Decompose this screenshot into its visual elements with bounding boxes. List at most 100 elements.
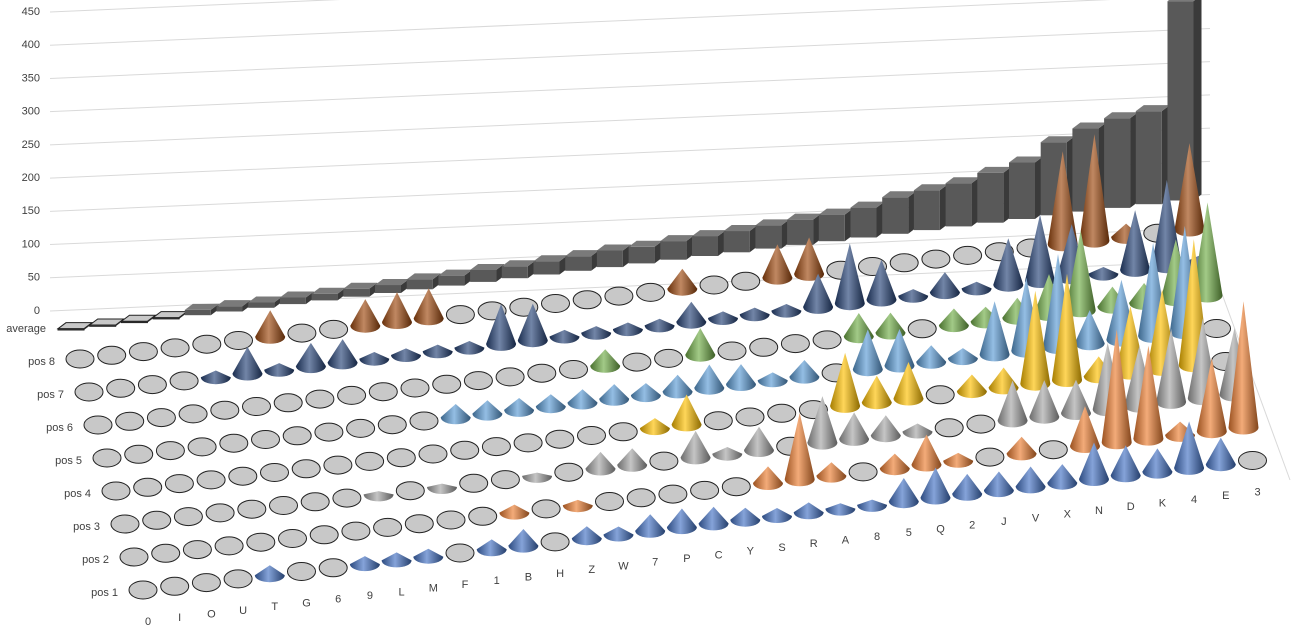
bar-top bbox=[1009, 156, 1043, 163]
cone-empty bbox=[889, 253, 919, 273]
cone-empty bbox=[223, 569, 253, 589]
grid-line bbox=[49, 27, 1211, 79]
cone bbox=[694, 364, 725, 395]
grid-line bbox=[49, 61, 1211, 113]
cone-empty bbox=[636, 282, 666, 302]
cone bbox=[522, 472, 553, 483]
cone-empty bbox=[554, 462, 584, 482]
cone-empty bbox=[246, 532, 276, 552]
cone-empty bbox=[608, 422, 638, 442]
cone bbox=[603, 526, 634, 542]
cone bbox=[744, 426, 774, 457]
cone bbox=[363, 491, 394, 502]
cone-empty bbox=[282, 426, 312, 446]
x-tick-label: Y bbox=[747, 546, 755, 558]
cone bbox=[295, 342, 326, 374]
cone bbox=[997, 380, 1028, 428]
cone bbox=[612, 322, 643, 337]
cone bbox=[486, 304, 517, 351]
cone bbox=[1006, 436, 1037, 461]
bar bbox=[248, 302, 275, 308]
cone bbox=[793, 502, 824, 520]
cone-empty bbox=[404, 514, 434, 534]
cone bbox=[680, 430, 711, 465]
bar bbox=[406, 279, 433, 290]
bar bbox=[818, 214, 845, 242]
bar-top bbox=[755, 219, 790, 226]
cone bbox=[666, 508, 697, 535]
cone-empty bbox=[368, 382, 398, 402]
cone bbox=[739, 307, 770, 322]
cone-empty bbox=[731, 271, 761, 291]
cone bbox=[200, 370, 231, 385]
x-tick-label: A bbox=[842, 535, 850, 547]
x-tick-label: S bbox=[778, 542, 785, 554]
cone bbox=[920, 467, 951, 505]
bar-top bbox=[184, 303, 219, 310]
cone-empty bbox=[658, 484, 688, 504]
cone-empty bbox=[1038, 440, 1068, 460]
cone-empty bbox=[721, 477, 751, 497]
grid bbox=[49, 0, 1291, 481]
cone bbox=[929, 272, 960, 300]
cone bbox=[254, 565, 285, 583]
x-tick-label: Q bbox=[936, 523, 945, 535]
cone-empty bbox=[169, 371, 199, 391]
cone bbox=[413, 288, 444, 326]
bar bbox=[501, 266, 528, 279]
bar bbox=[375, 285, 401, 293]
y-tick-label: 350 bbox=[22, 72, 40, 84]
cone-empty bbox=[409, 411, 439, 431]
cone bbox=[1196, 358, 1227, 439]
cone-empty bbox=[337, 385, 367, 405]
cone-empty bbox=[604, 286, 634, 306]
cone bbox=[938, 308, 969, 333]
bar-top bbox=[501, 260, 536, 267]
x-tick-label: R bbox=[810, 538, 818, 550]
cone bbox=[803, 273, 834, 314]
cone bbox=[816, 462, 847, 483]
x-tick-label: 0 bbox=[145, 616, 151, 628]
bar-top bbox=[343, 282, 378, 289]
row-label: pos 7 bbox=[37, 389, 64, 401]
bar bbox=[1009, 162, 1035, 219]
cone bbox=[893, 361, 924, 406]
x-tick-label: 9 bbox=[367, 590, 373, 602]
cone-empty bbox=[318, 558, 348, 578]
bar-side bbox=[1193, 0, 1202, 201]
row-label: pos 4 bbox=[64, 488, 91, 500]
bar bbox=[882, 197, 909, 234]
x-tick-label: B bbox=[525, 572, 532, 584]
cone-empty bbox=[173, 507, 203, 527]
cone bbox=[762, 508, 792, 523]
cone bbox=[866, 259, 897, 307]
cone bbox=[562, 499, 593, 513]
cone bbox=[630, 383, 661, 403]
bar bbox=[850, 207, 877, 238]
cone bbox=[708, 311, 738, 325]
cone bbox=[427, 483, 457, 494]
bar-top bbox=[533, 255, 568, 262]
cone bbox=[535, 394, 566, 414]
cone bbox=[599, 384, 630, 406]
cone-empty bbox=[966, 414, 996, 434]
cone bbox=[879, 453, 910, 476]
x-tick-label: Z bbox=[588, 564, 595, 576]
cone-empty bbox=[690, 480, 720, 500]
cone bbox=[1110, 445, 1141, 483]
cone bbox=[422, 344, 453, 359]
x-tick-label: H bbox=[556, 568, 564, 580]
cone-empty bbox=[572, 290, 602, 310]
cone-empty bbox=[445, 543, 475, 563]
bar-top bbox=[1104, 112, 1139, 119]
row-label: pos 2 bbox=[82, 554, 109, 566]
cone bbox=[888, 477, 919, 509]
cone bbox=[757, 372, 788, 388]
cone bbox=[685, 328, 716, 362]
cone-empty bbox=[160, 576, 190, 596]
bar bbox=[533, 261, 560, 275]
x-tick-label: V bbox=[1032, 512, 1040, 524]
cone-empty bbox=[934, 418, 964, 438]
cone-empty bbox=[541, 294, 570, 313]
